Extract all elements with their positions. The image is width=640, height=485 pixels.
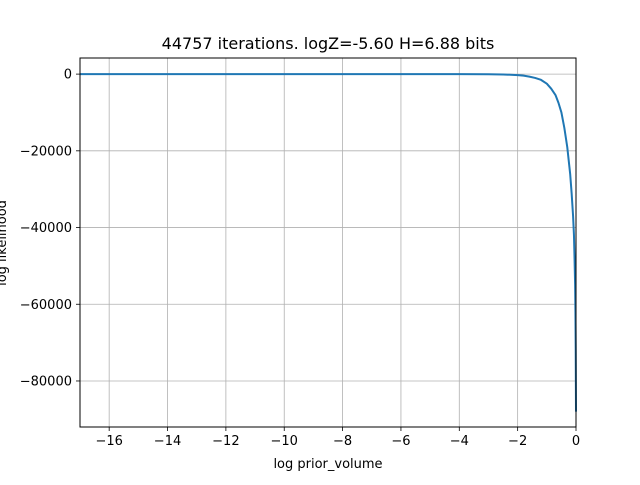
x-tick-label: −8 xyxy=(333,434,352,449)
y-tick-label: −60000 xyxy=(20,298,72,313)
x-tick-label: −16 xyxy=(95,434,122,449)
y-tick-label: 0 xyxy=(64,68,72,83)
y-axis-label: log likelihood xyxy=(0,200,10,286)
y-tick-label: −80000 xyxy=(20,374,72,389)
x-tick-label: −2 xyxy=(508,434,527,449)
x-tick-label: −4 xyxy=(450,434,469,449)
axis-ticks: −16 −14 −12 −10 −8 −6 −4 −2 0 0 −20000 −40000 −60000… xyxy=(20,68,580,449)
plot-frame xyxy=(79,57,577,428)
x-tick-label: 0 xyxy=(572,434,580,449)
x-tick-label: −10 xyxy=(271,434,298,449)
chart-title: 44757 iterations. logZ=-5.60 H=6.88 bits xyxy=(162,34,495,53)
x-tick-label: −6 xyxy=(391,434,410,449)
data-series xyxy=(80,73,577,412)
log-likelihood-line xyxy=(80,73,577,412)
y-tick-label: −20000 xyxy=(20,144,72,159)
grid xyxy=(80,58,577,427)
y-tick-label: −40000 xyxy=(20,221,72,236)
x-tick-label: −12 xyxy=(212,434,239,449)
x-tick-label: −14 xyxy=(154,434,181,449)
x-axis-label: log prior_volume xyxy=(273,457,382,472)
